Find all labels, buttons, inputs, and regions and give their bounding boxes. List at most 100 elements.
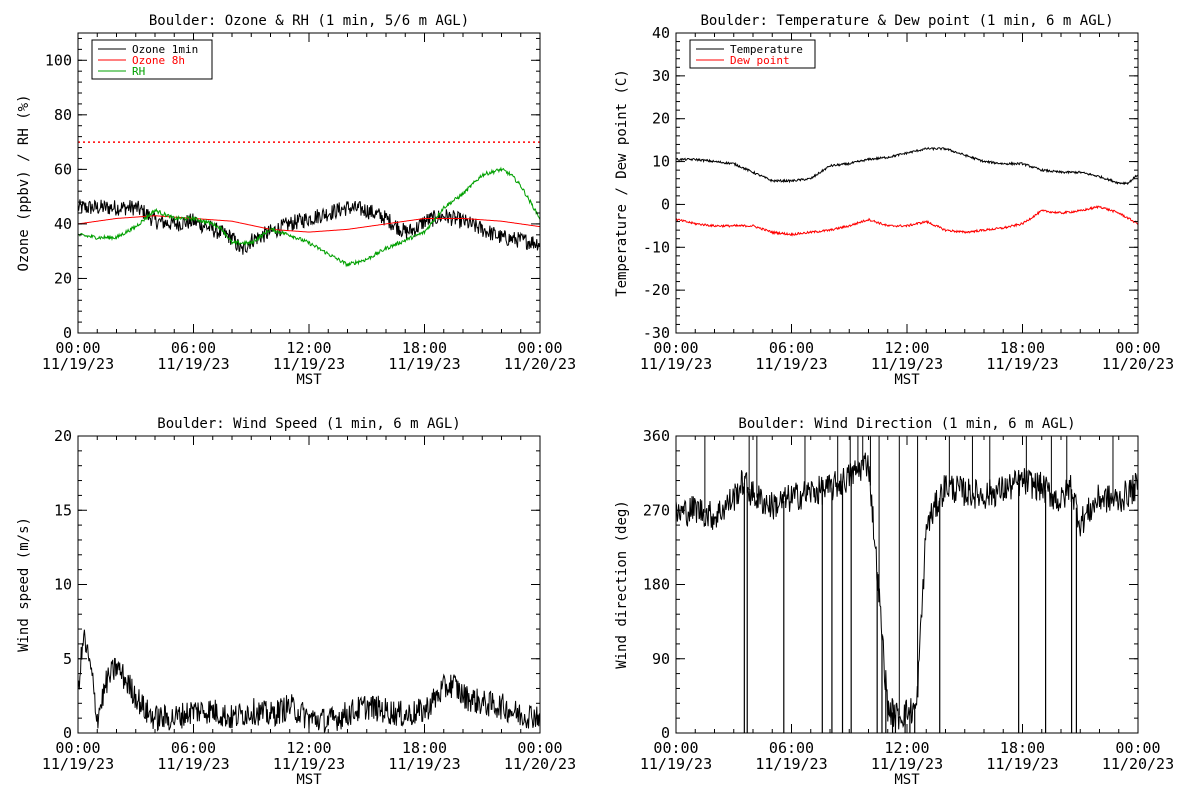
x-tick-date: 11/19/23 — [388, 755, 460, 773]
x-tick-date: 11/19/23 — [986, 355, 1058, 373]
x-tick-time: 06:00 — [769, 339, 814, 357]
y-tick-label: 10 — [652, 153, 670, 171]
x-tick-date: 11/19/23 — [640, 755, 712, 773]
y-axis-label: Wind direction (deg) — [614, 500, 630, 669]
x-tick-time: 00:00 — [517, 339, 562, 357]
x-tick-time: 06:00 — [769, 739, 814, 757]
x-tick-date: 11/19/23 — [42, 755, 114, 773]
y-axis-label: Temperature / Dew point (C) — [614, 69, 630, 297]
y-tick-label: 40 — [54, 215, 72, 233]
x-tick-time: 12:00 — [286, 739, 331, 757]
y-tick-label: 180 — [643, 576, 670, 594]
x-tick-time: 18:00 — [402, 739, 447, 757]
series-line-1 — [676, 146, 1138, 186]
x-tick-date: 11/20/23 — [504, 355, 576, 373]
chart-panel-4: Boulder: Wind Direction (1 min, 6 m AGL)… — [614, 416, 1174, 788]
chart-title: Boulder: Temperature & Dew point (1 min,… — [700, 13, 1113, 29]
series-line-1 — [676, 452, 1138, 730]
x-tick-time: 18:00 — [1000, 739, 1045, 757]
chart-title: Boulder: Wind Direction (1 min, 6 m AGL) — [738, 416, 1075, 432]
x-tick-time: 06:00 — [171, 739, 216, 757]
x-tick-time: 12:00 — [884, 739, 929, 757]
legend-label-1: Ozone 1min — [132, 43, 198, 56]
x-tick-time: 12:00 — [286, 339, 331, 357]
plot-area — [676, 436, 1138, 733]
x-tick-date: 11/19/23 — [388, 355, 460, 373]
plot-frame — [675, 435, 1139, 734]
x-axis-label: MST — [296, 372, 322, 388]
y-tick-label: -20 — [643, 281, 670, 299]
series-line-2 — [676, 205, 1138, 237]
y-tick-label: 0 — [661, 195, 670, 213]
x-tick-date: 11/20/23 — [1102, 355, 1174, 373]
plot-area — [676, 146, 1138, 237]
x-tick-time: 00:00 — [653, 339, 698, 357]
x-tick-time: 18:00 — [1000, 339, 1045, 357]
y-tick-label: 5 — [63, 650, 72, 668]
x-tick-date: 11/19/23 — [871, 755, 943, 773]
y-tick-label: 80 — [54, 106, 72, 124]
x-tick-date: 11/20/23 — [1102, 755, 1174, 773]
y-tick-label: -30 — [643, 324, 670, 342]
y-tick-label: 60 — [54, 160, 72, 178]
x-tick-date: 11/19/23 — [273, 755, 345, 773]
x-tick-time: 00:00 — [517, 739, 562, 757]
x-tick-time: 00:00 — [653, 739, 698, 757]
y-tick-label: 20 — [54, 427, 72, 445]
series-line-2 — [78, 215, 540, 233]
x-tick-time: 00:00 — [1115, 739, 1160, 757]
x-tick-time: 18:00 — [402, 339, 447, 357]
y-axis-label: Wind speed (m/s) — [16, 517, 32, 652]
y-tick-label: 30 — [652, 67, 670, 85]
chart-title: Boulder: Wind Speed (1 min, 6 m AGL) — [157, 416, 460, 432]
y-tick-label: 100 — [45, 51, 72, 69]
chart-title: Boulder: Ozone & RH (1 min, 5/6 m AGL) — [149, 13, 469, 29]
x-tick-date: 11/19/23 — [42, 355, 114, 373]
x-tick-date: 11/19/23 — [755, 355, 827, 373]
y-tick-label: 20 — [54, 269, 72, 287]
x-tick-date: 11/19/23 — [871, 355, 943, 373]
x-axis-label: MST — [894, 372, 920, 388]
x-axis-label: MST — [296, 772, 322, 788]
legend-label-2: Dew point — [730, 54, 790, 67]
x-tick-time: 00:00 — [55, 739, 100, 757]
plot-frame — [77, 435, 541, 734]
x-tick-time: 06:00 — [171, 339, 216, 357]
x-tick-date: 11/19/23 — [157, 355, 229, 373]
legend-box — [689, 39, 816, 69]
y-tick-label: 0 — [661, 724, 670, 742]
plot-area — [78, 141, 540, 268]
series-line-3 — [78, 166, 540, 268]
x-tick-date: 11/20/23 — [504, 755, 576, 773]
x-tick-time: 00:00 — [1115, 339, 1160, 357]
y-axis-label: Ozone (ppbv) / RH (%) — [16, 94, 32, 271]
y-tick-label: 15 — [54, 501, 72, 519]
x-tick-time: 12:00 — [884, 339, 929, 357]
y-tick-label: 20 — [652, 110, 670, 128]
plot-area — [78, 629, 540, 733]
y-tick-label: 0 — [63, 724, 72, 742]
plot-frame — [675, 32, 1139, 334]
y-tick-label: 270 — [643, 501, 670, 519]
x-tick-date: 11/19/23 — [273, 355, 345, 373]
y-tick-label: 0 — [63, 324, 72, 342]
y-tick-label: 10 — [54, 576, 72, 594]
y-tick-label: -10 — [643, 238, 670, 256]
legend-label-2: Ozone 8h — [132, 54, 185, 67]
chart-panel-2: Boulder: Temperature & Dew point (1 min,… — [614, 13, 1174, 388]
y-tick-label: 40 — [652, 24, 670, 42]
x-tick-time: 00:00 — [55, 339, 100, 357]
x-tick-date: 11/19/23 — [755, 755, 827, 773]
x-tick-date: 11/19/23 — [986, 755, 1058, 773]
legend-label-1: Temperature — [730, 43, 803, 56]
x-tick-date: 11/19/23 — [640, 355, 712, 373]
y-tick-label: 360 — [643, 427, 670, 445]
x-tick-date: 11/19/23 — [157, 755, 229, 773]
legend-label-3: RH — [132, 65, 145, 78]
chart-panel-3: Boulder: Wind Speed (1 min, 6 m AGL) 0 5 10… — [16, 416, 576, 788]
chart-panel-1: Boulder: Ozone & RH (1 min, 5/6 m AGL) 0 2… — [16, 13, 576, 388]
series-line-1 — [78, 199, 540, 255]
